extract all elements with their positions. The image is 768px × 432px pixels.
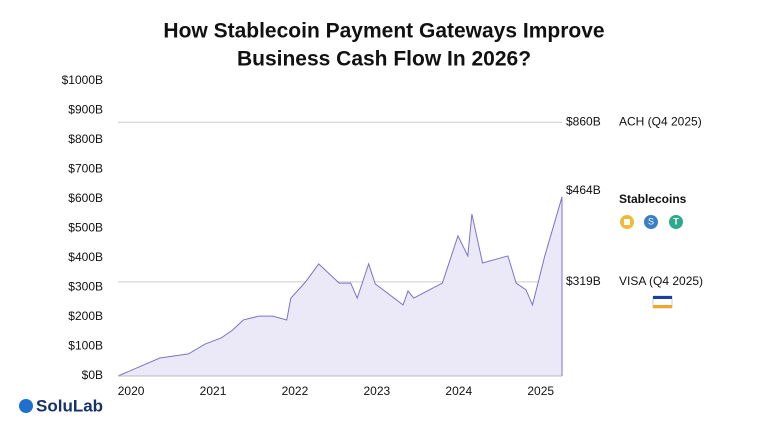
brand-logo: SoluLab bbox=[19, 396, 103, 415]
x-tick-label: 2025 bbox=[527, 384, 554, 398]
y-tick-label: $700B bbox=[68, 162, 103, 176]
x-tick-label: 2022 bbox=[282, 384, 309, 398]
y-tick-label: $600B bbox=[68, 191, 103, 205]
area bbox=[118, 196, 562, 376]
reference-name: VISA (Q4 2025) bbox=[619, 274, 703, 288]
y-tick-label: $200B bbox=[68, 309, 103, 323]
visa-icon bbox=[652, 295, 673, 309]
brand-name: SoluLab bbox=[36, 396, 103, 415]
reference-value: $860B bbox=[566, 114, 601, 128]
y-tick-label: $1000B bbox=[62, 73, 103, 87]
y-tick-label: $0B bbox=[82, 368, 103, 382]
x-tick-label: 2020 bbox=[118, 384, 145, 398]
y-tick-label: $900B bbox=[68, 103, 103, 117]
y-tick-label: $500B bbox=[68, 221, 103, 235]
svg-text:S: S bbox=[648, 216, 654, 226]
legend-label: Stablecoins bbox=[619, 192, 687, 206]
reference-value: $319B bbox=[566, 274, 601, 288]
stablecoin-icons: S T bbox=[620, 215, 683, 229]
y-tick-label: $800B bbox=[68, 132, 103, 146]
line bbox=[117, 196, 563, 377]
svg-text:T: T bbox=[673, 216, 679, 226]
x-tick-label: 2023 bbox=[364, 384, 391, 398]
chart-title: Business Cash Flow In 2026? bbox=[237, 48, 531, 71]
reference-name: ACH (Q4 2025) bbox=[619, 114, 702, 128]
x-tick-label: 2021 bbox=[200, 384, 227, 398]
x-tick-label: 2024 bbox=[445, 384, 472, 398]
chart-title: How Stablecoin Payment Gateways Improve bbox=[163, 20, 604, 43]
y-tick-label: $300B bbox=[68, 280, 103, 294]
series-annotation: $464B bbox=[566, 183, 601, 197]
y-tick-label: $100B bbox=[68, 339, 103, 353]
y-tick-label: $400B bbox=[68, 250, 103, 264]
